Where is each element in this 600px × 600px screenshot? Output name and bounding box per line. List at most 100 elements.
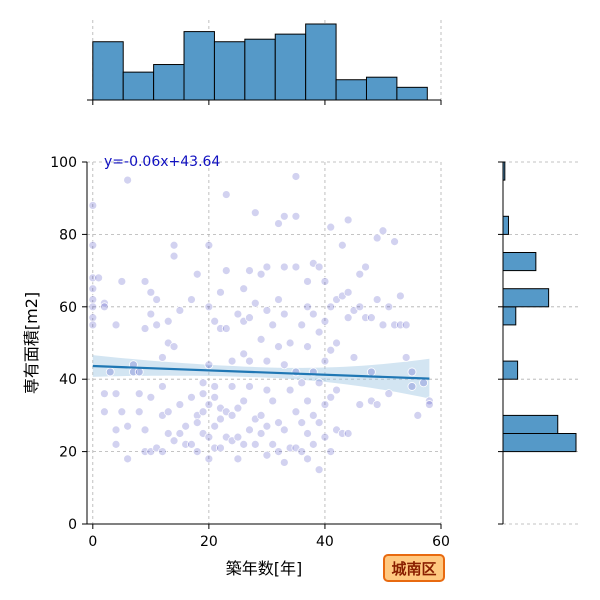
area-badge-label: 城南区: [391, 560, 436, 578]
scatter-point: [88, 284, 98, 294]
scatter-point: [146, 309, 156, 319]
scatter-point: [303, 454, 312, 464]
scatter-point: [221, 266, 231, 276]
scatter-point: [100, 302, 109, 312]
y-tick-label: 100: [50, 155, 77, 171]
y-axis-title: 専有面積[m2]: [22, 292, 41, 394]
scatter-point: [262, 450, 272, 460]
scatter-point: [262, 421, 272, 431]
scatter-point: [355, 400, 365, 409]
scatter-point: [303, 342, 312, 352]
y-hist-bar: [502, 288, 550, 308]
scatter-point: [424, 400, 434, 409]
scatter-point: [140, 324, 150, 333]
scatter-point: [134, 407, 144, 417]
scatter-point: [245, 313, 254, 323]
scatter-point: [262, 385, 272, 395]
scatter-point: [320, 432, 330, 442]
scatter-point: [221, 190, 231, 199]
x-hist-bar: [335, 79, 367, 101]
scatter-point: [320, 400, 330, 409]
scatter-point: [88, 201, 98, 210]
scatter-point: [303, 302, 312, 312]
scatter-point: [279, 425, 289, 435]
scatter-point: [210, 382, 220, 391]
scatter-point: [314, 378, 324, 388]
scatter-point: [100, 407, 109, 417]
y-tick-label: 0: [68, 517, 77, 533]
scatter-point: [245, 382, 254, 391]
scatter-point: [88, 240, 98, 250]
scatter-point: [372, 233, 382, 243]
x-tick-label: 0: [88, 534, 97, 550]
x-hist-bar: [153, 64, 185, 101]
scatter-point: [245, 266, 254, 276]
y-hist-bar: [502, 360, 519, 380]
y-hist-bar: [502, 414, 559, 434]
scatter-point: [268, 320, 278, 330]
scatter-point: [326, 222, 336, 232]
scatter-point: [274, 447, 283, 457]
scatter-point: [88, 302, 98, 312]
scatter-point: [163, 407, 173, 417]
scatter-point: [378, 320, 388, 330]
scatter-point: [285, 385, 295, 395]
scatter-point: [297, 447, 307, 457]
scatter-point: [372, 400, 382, 409]
scatter-point: [169, 436, 179, 446]
scatter-point: [268, 439, 278, 449]
scatter-point: [320, 316, 330, 326]
scatter-point: [204, 432, 214, 442]
scatter-point: [239, 349, 249, 359]
scatter-point: [256, 269, 266, 279]
scatter-point: [326, 447, 336, 457]
scatter-point: [123, 421, 133, 431]
scatter-point: [308, 410, 318, 420]
x-tick-label: 40: [316, 534, 334, 550]
x-hist-bar: [213, 41, 246, 101]
scatter-point: [210, 421, 220, 431]
x-hist-bar: [122, 71, 155, 101]
scatter-point: [245, 425, 254, 435]
scatter-point: [256, 429, 266, 438]
x-hist-bar: [365, 76, 398, 101]
regression-line-group: [92, 364, 430, 380]
scatter-point: [192, 447, 202, 457]
scatter-point: [308, 439, 318, 449]
regression-line: [92, 364, 430, 380]
scatter-point: [245, 356, 254, 366]
y-tick-label: 60: [59, 300, 77, 316]
scatter-point: [123, 175, 133, 185]
scatter-point: [274, 295, 283, 304]
scatter-point: [192, 418, 202, 428]
scatter-point: [279, 360, 289, 370]
scatter-point: [262, 262, 272, 272]
scatter-point: [314, 327, 324, 337]
scatter-point: [291, 211, 301, 221]
y-hist-bar: [502, 215, 509, 235]
scatter-points: [88, 172, 434, 475]
scatter-point: [158, 382, 167, 391]
scatter-point: [355, 302, 365, 312]
scatter-point: [355, 269, 365, 279]
scatter-point: [233, 454, 243, 464]
scatter-point: [366, 367, 376, 377]
scatter-point: [221, 324, 231, 333]
scatter-point: [146, 287, 156, 297]
scatter-point: [163, 429, 173, 438]
scatter-point: [210, 392, 220, 402]
scatter-point: [111, 320, 121, 330]
scatter-point: [250, 298, 260, 308]
scatter-point: [250, 439, 260, 449]
tick-labels: 0 20 40 60 0 20 40 60 80 100: [50, 155, 450, 550]
y-hist-bar: [502, 252, 537, 272]
scatter-point: [326, 302, 336, 312]
scatter-point: [134, 367, 144, 377]
y-hist-bar: [502, 306, 517, 326]
scatter-point: [343, 287, 353, 297]
scatter-point: [297, 418, 307, 428]
scatter-point: [117, 407, 127, 417]
scatter-point: [181, 421, 191, 431]
scatter-point: [343, 429, 353, 438]
scatter-point: [216, 414, 225, 424]
